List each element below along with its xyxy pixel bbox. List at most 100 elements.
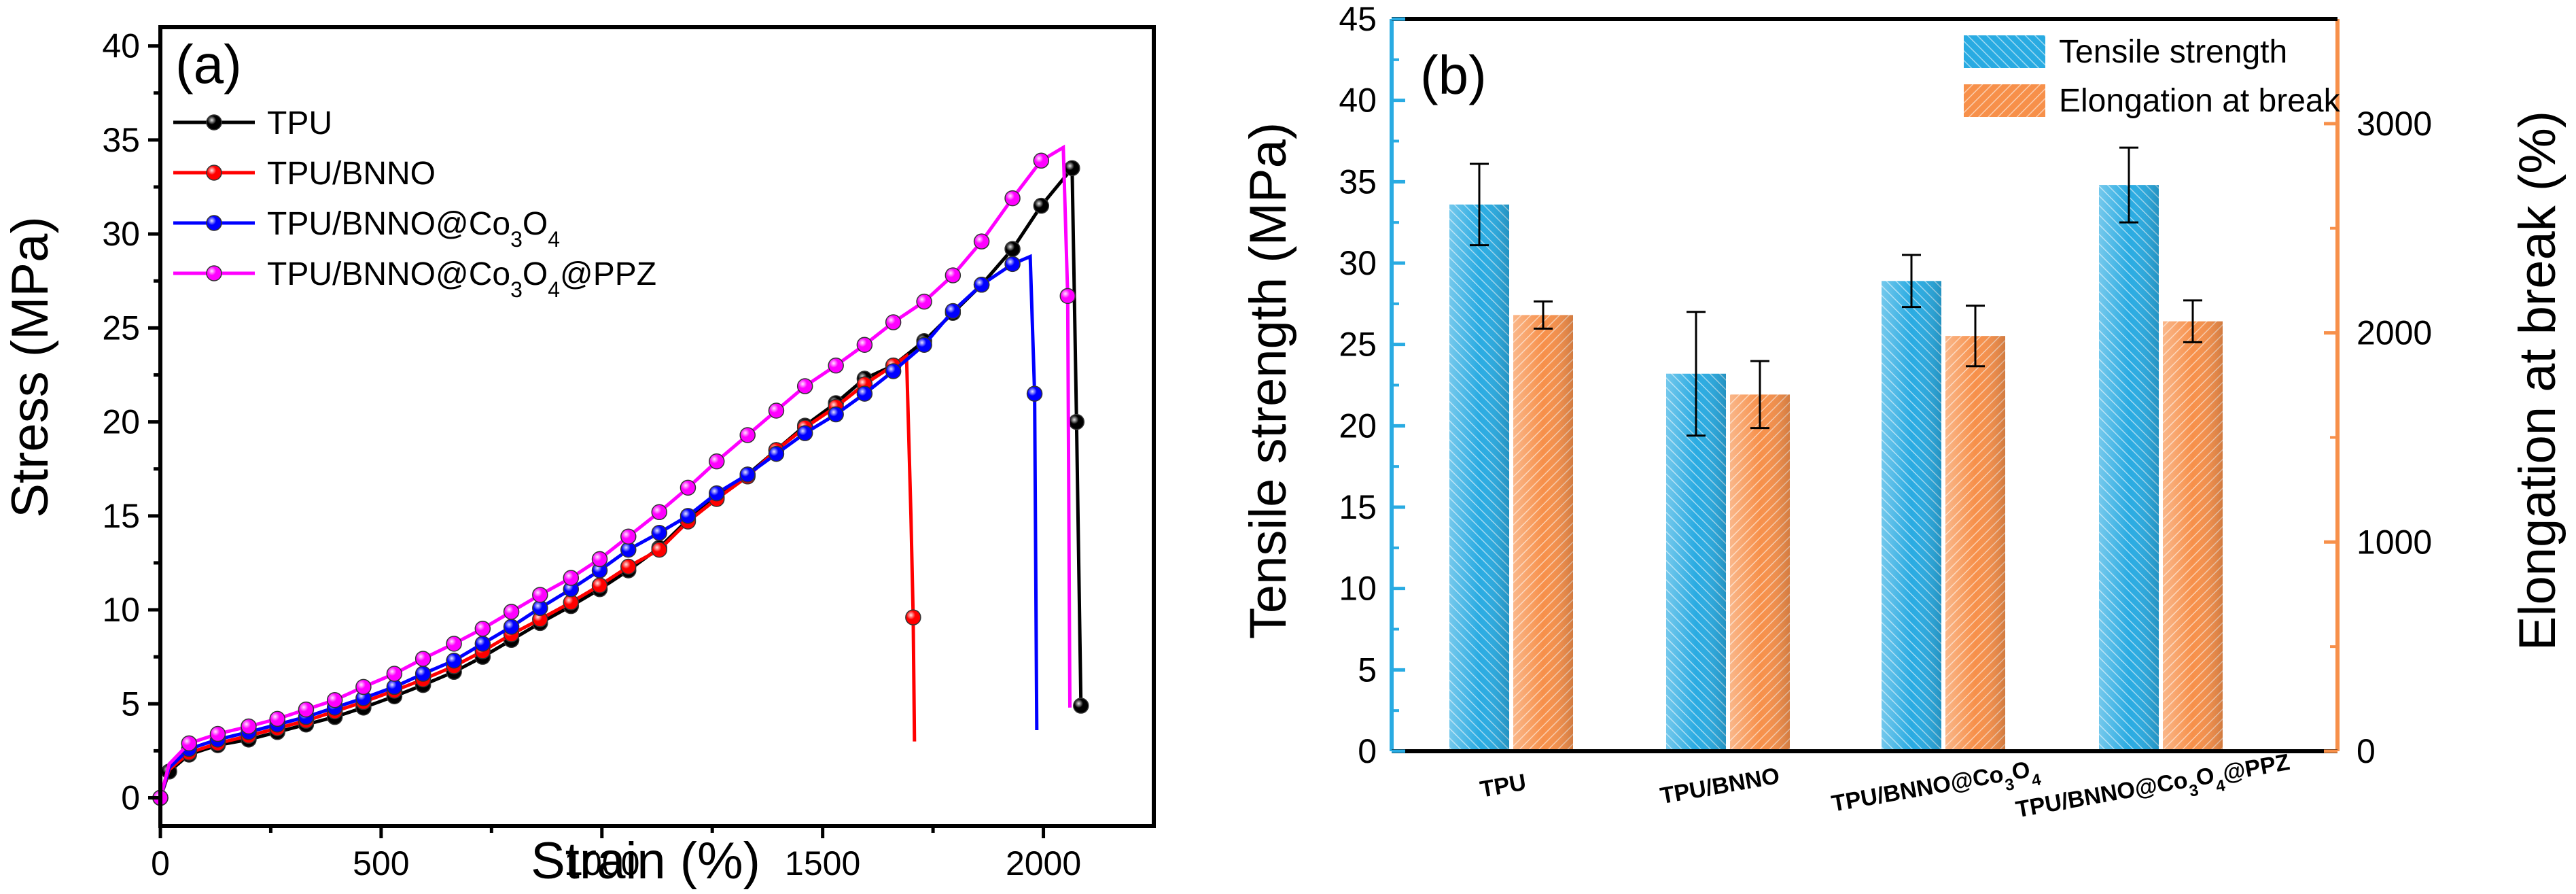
panel-b-ticks: 0 5 10 15 20 25 30 35 40 45 0 1000 2000 3000 [1339,0,2432,770]
data-point-shine [181,736,197,751]
data-point-shine [769,403,784,418]
data-point-shine [828,358,844,373]
x-tick-label: 500 [353,844,409,882]
bar-tensile-shade [1666,373,1726,751]
y-tick-label: 20 [102,403,140,441]
panel-a-stress-strain-chart: 0 500 1000 1500 2000 0 5 10 15 20 25 30 35 40 (a) Str… [1,25,1156,890]
data-point-shine [1073,698,1089,714]
legend-item-tensile-strength: Tensile strength [1964,34,2287,70]
data-point-shine [709,485,724,501]
bar-group-tpu [1449,162,1573,752]
data-point-shine [1005,241,1021,257]
data-point-shine [680,508,696,523]
data-point-shine [592,563,607,578]
data-point-shine [592,551,607,567]
data-point-shine [905,610,921,625]
data-point-shine [652,504,667,520]
data-point-shine [270,711,285,727]
legend-label: TPU [267,105,332,141]
legend-item-tpu-bnno-co3o4-ppz: TPU/BNNO@Co3O4@PPZ [173,256,656,302]
left-tick-label: 10 [1339,570,1377,608]
bar-tensile-shade [1449,204,1509,752]
data-point-shine [945,267,961,283]
y-tick-label: 15 [102,497,140,535]
data-point-shine [797,379,813,394]
data-point-shine [241,719,256,734]
left-tick-label: 45 [1339,0,1377,38]
bar-group-tpu-bnno-co3o4-ppz [2099,146,2223,751]
data-point-shine [532,611,548,627]
legend-swatch [1964,35,2045,68]
bar-elongation-shade [1730,394,1790,751]
x-tick-label: 0 [151,844,170,882]
bar-elongation-shade [1513,315,1573,751]
left-tick-label: 20 [1339,407,1377,445]
y-tick-label: 40 [102,27,140,65]
data-point-shine [387,666,402,682]
data-point-shine [828,407,844,422]
data-point-shine [532,600,548,616]
right-tick-label: 3000 [2357,105,2432,143]
panel-a-frame [158,25,1156,828]
bar-elongation-shade [2163,321,2223,751]
data-point-shine [885,315,901,330]
data-point-shine [532,587,548,602]
panel-b-legend: Tensile strength Elongation at break [1964,34,2341,119]
data-point-shine [797,426,813,441]
series-line-tpu-bnno-co3o4 [158,254,1039,799]
data-point-shine [446,636,462,651]
data-point-shine [1069,414,1084,430]
legend-label: Tensile strength [2059,34,2287,70]
data-point-shine [1005,190,1021,206]
bar-elongation-shade [1945,336,2005,751]
data-point-shine [709,453,724,469]
panel-b-category-labels: TPU TPU/BNNO TPU/BNNO@Co3O4TPU/BNNO@Co3O4@… [1478,749,2291,823]
y-tick-label: 30 [102,215,140,253]
data-point-shine [504,604,519,619]
legend-item-tpu-bnno-co3o4: TPU/BNNO@Co3O4 [173,206,560,252]
data-point-shine [475,636,491,651]
panel-a-x-axis-title: Strain (%) [531,832,760,890]
legend-label: TPU/BNNO@Co3O4 [267,206,560,252]
panel-a-ticks: 0 500 1000 1500 2000 0 5 10 15 20 25 30 35 40 [102,27,1081,882]
data-point-shine [620,542,636,557]
data-point-shine [857,337,872,353]
legend-swatch-shine [207,165,222,180]
data-point-shine [974,277,989,292]
y-tick-label: 10 [102,591,140,629]
legend-swatch-shine [207,115,222,130]
data-point-shine [1064,160,1080,176]
data-point-shine [504,619,519,634]
data-point-shine [740,427,756,443]
left-tick-label: 0 [1358,732,1377,770]
series-line-tpu-bnno-co3o4-ppz [158,144,1072,799]
panel-a-legend: TPU TPU/BNNO TPU/BNNO@Co3O4TPU/BNNO@Co3O4@… [173,105,656,302]
panel-a-label: (a) [175,34,242,94]
legend-swatch [1964,84,2045,117]
right-tick-label: 0 [2357,732,2376,770]
legend-swatch-shine [207,216,222,230]
data-point-shine [1027,386,1042,402]
data-point-shine [680,480,696,496]
left-tick-label: 5 [1358,651,1377,689]
data-point-shine [620,529,636,545]
data-point-shine [740,467,756,482]
bar-tensile-shade [1882,281,1941,751]
data-point-shine [1034,198,1049,213]
left-tick-label: 25 [1339,326,1377,364]
panel-b-right-axis-title: Elongation at break (%) [2509,111,2566,651]
data-point-shine [885,363,901,379]
data-point-shine [652,525,667,540]
panel-a-y-axis-title: Stress (MPa) [1,216,59,517]
x-tick-label: 1500 [785,844,860,882]
y-tick-label: 0 [121,779,140,817]
series-tpu-bnno [152,353,921,806]
data-point-shine [917,337,932,353]
data-point-shine [387,679,402,695]
data-point-shine [620,559,636,574]
data-point-shine [327,692,342,708]
data-point-shine [355,679,371,695]
left-tick-label: 35 [1339,162,1377,201]
panel-a-axes [158,25,1156,828]
